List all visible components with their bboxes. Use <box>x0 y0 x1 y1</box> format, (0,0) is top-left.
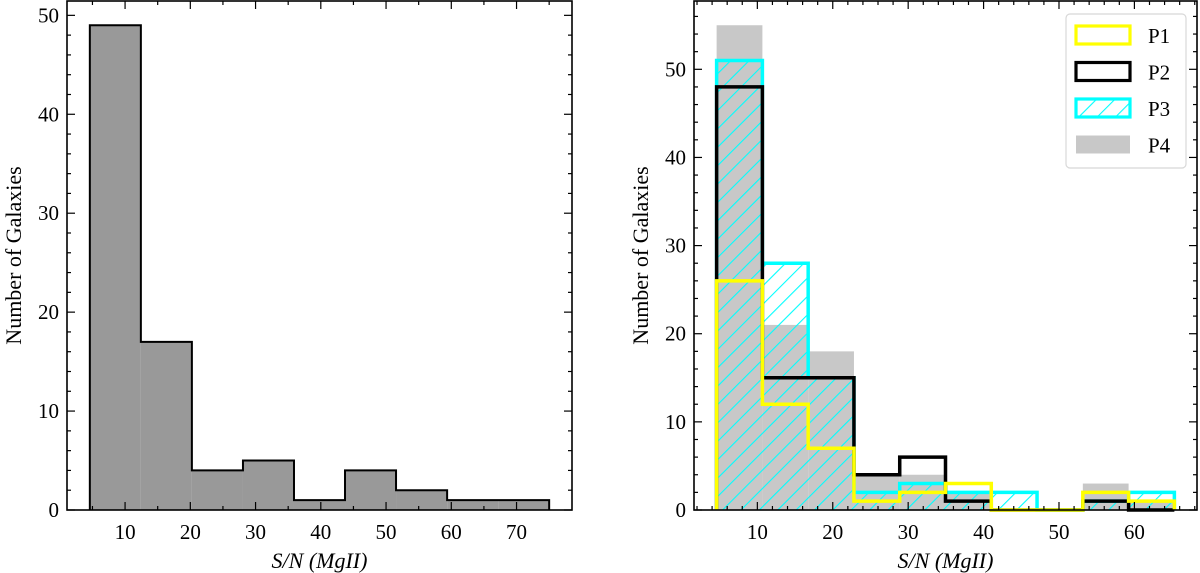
y-tick-label: 30 <box>665 234 686 258</box>
x-axis-label: S/N (MgII) <box>272 548 368 573</box>
y-tick-label: 20 <box>665 322 686 346</box>
x-tick-label: 30 <box>898 520 919 544</box>
histogram-bar <box>345 470 397 510</box>
legend-swatch-p1 <box>1074 24 1132 46</box>
legend-label-p3: P3 <box>1148 97 1170 121</box>
x-tick-label: 50 <box>376 520 397 544</box>
histogram-outline <box>88 24 551 510</box>
x-tick-label: 10 <box>747 520 768 544</box>
x-tick-label: 30 <box>245 520 266 544</box>
histogram-step-p1 <box>714 279 1177 512</box>
x-tick-label: 10 <box>115 520 136 544</box>
x-tick-label: 40 <box>973 520 994 544</box>
y-tick-label: 40 <box>665 145 686 169</box>
y-tick-label: 10 <box>665 410 686 434</box>
x-tick-label: 20 <box>822 520 843 544</box>
y-axis-label: Number of Galaxies <box>1 166 26 344</box>
y-tick-label: 40 <box>38 102 59 126</box>
x-tick-label: 70 <box>506 520 527 544</box>
x-tick-label: 20 <box>180 520 201 544</box>
histogram-bar <box>140 341 192 510</box>
x-tick-label: 40 <box>310 520 331 544</box>
x-tick-label: 60 <box>1124 520 1145 544</box>
histogram-bar <box>498 500 550 510</box>
histogram-bar <box>293 500 346 510</box>
x-tick-label: 50 <box>1048 520 1069 544</box>
y-tick-label: 30 <box>38 201 59 225</box>
legend-label-p4: P4 <box>1148 134 1171 158</box>
y-tick-label: 50 <box>665 57 686 81</box>
histogram-bar <box>242 460 294 510</box>
histogram-bar <box>447 500 499 510</box>
axes-frame <box>66 0 573 511</box>
legend-swatch-p2 <box>1074 60 1132 83</box>
legend-box <box>1065 13 1187 169</box>
y-tick-label: 10 <box>38 399 59 423</box>
y-tick-label: 20 <box>38 300 59 324</box>
x-tick-label: 60 <box>441 520 462 544</box>
y-axis-label: Number of Galaxies <box>628 166 653 344</box>
histogram-hatch-p3 <box>716 60 1175 511</box>
y-tick-label: 0 <box>676 498 687 522</box>
y-tick-label: 50 <box>38 3 59 27</box>
axes-frame <box>693 0 1198 511</box>
histogram-bar <box>396 490 448 510</box>
x-axis-label: S/N (MgII) <box>898 548 994 573</box>
histogram-bar <box>89 25 141 510</box>
left-histogram: 10 20 30 40 50 60 70 0 10 20 30 40 50 S/N (MgII) Numbe… <box>1 0 573 573</box>
legend: P1 P2 P3 P4 <box>1065 13 1187 169</box>
histogram-bar <box>191 470 243 510</box>
right-histogram: 10 20 30 40 50 60 0 10 20 30 40 50 S/N (MgII) Number … <box>628 0 1198 573</box>
y-tick-label: 0 <box>49 498 60 522</box>
legend-swatch-p4 <box>1076 135 1130 154</box>
legend-label-p2: P2 <box>1148 61 1170 85</box>
legend-label-p1: P1 <box>1148 24 1170 48</box>
legend-swatch-p3 <box>1074 97 1132 119</box>
